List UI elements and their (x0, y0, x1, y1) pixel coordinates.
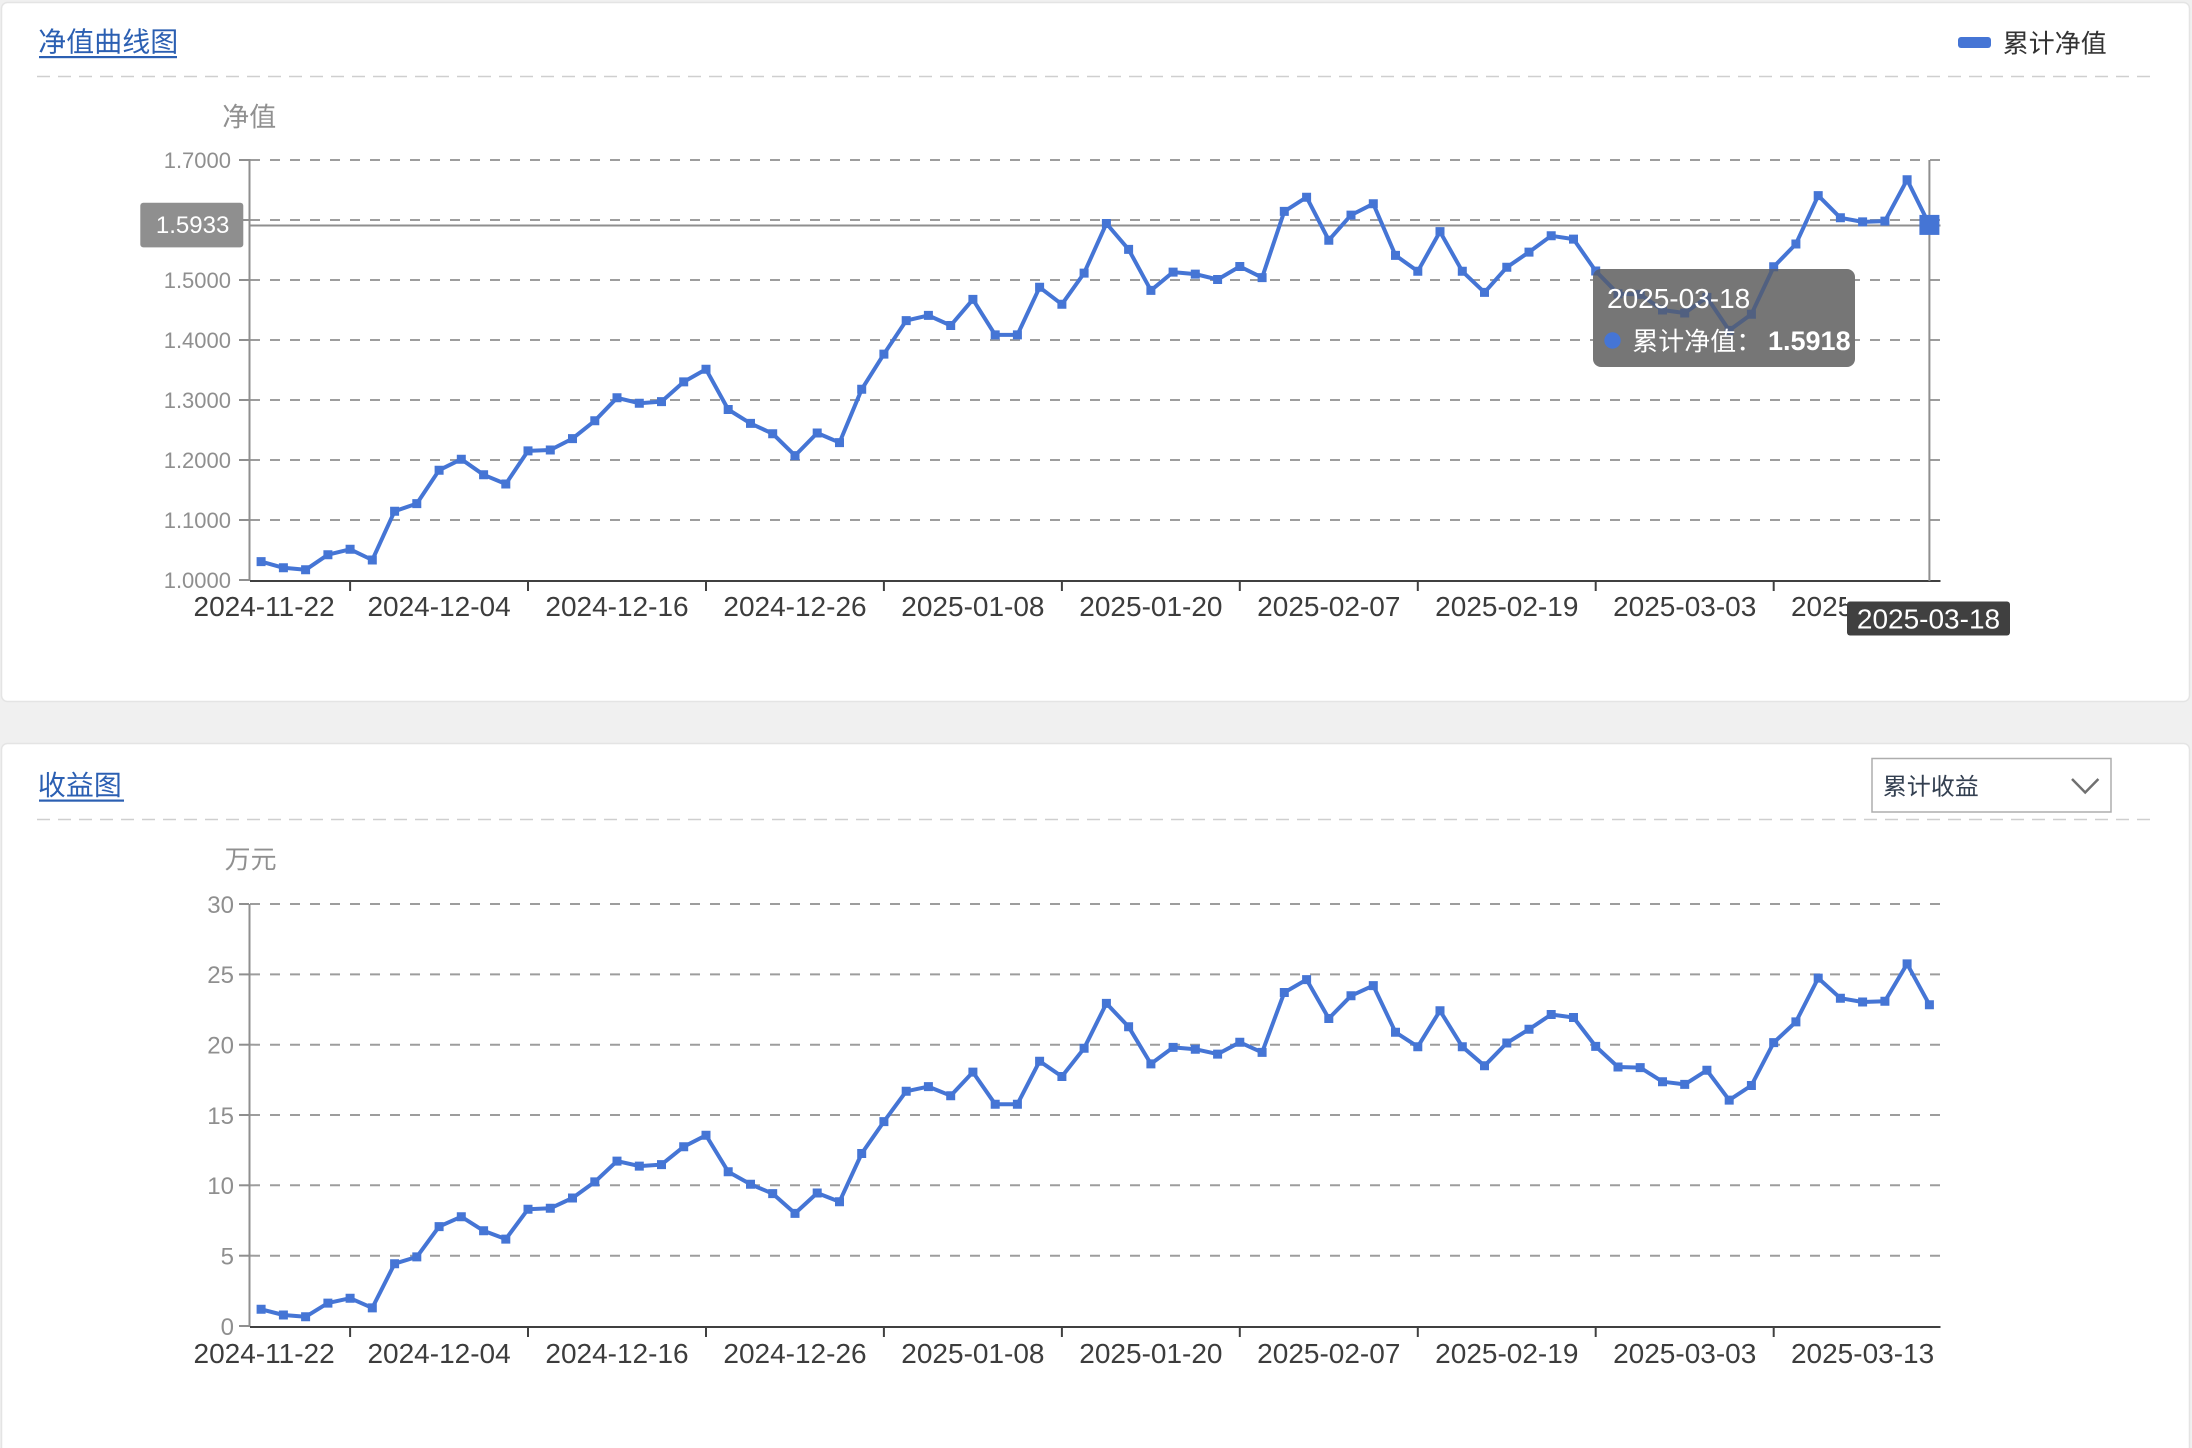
svg-text:1.4000: 1.4000 (164, 328, 231, 353)
svg-text:5: 5 (221, 1244, 234, 1271)
svg-text:2025-03-13: 2025-03-13 (1791, 1338, 1934, 1369)
svg-text:2024-11-22: 2024-11-22 (194, 1338, 335, 1369)
svg-text:2024-12-04: 2024-12-04 (367, 591, 510, 622)
svg-text:1.0000: 1.0000 (164, 568, 231, 593)
svg-text:2024-11-22: 2024-11-22 (194, 591, 335, 622)
svg-text:2025-02-07: 2025-02-07 (1257, 591, 1400, 622)
svg-text:1.1000: 1.1000 (164, 508, 231, 533)
svg-text:10: 10 (207, 1173, 234, 1200)
svg-text:25: 25 (207, 962, 234, 989)
svg-text:2025-03-18: 2025-03-18 (1607, 283, 1750, 314)
svg-text:2024-12-16: 2024-12-16 (545, 1338, 688, 1369)
svg-text:2024-12-26: 2024-12-26 (723, 1338, 866, 1369)
svg-text:2025-01-08: 2025-01-08 (901, 1338, 1044, 1369)
svg-text:2025-01-08: 2025-01-08 (901, 591, 1044, 622)
svg-text:2024-12-26: 2024-12-26 (723, 591, 866, 622)
svg-text:2024-12-16: 2024-12-16 (545, 591, 688, 622)
svg-text:2025-03-18: 2025-03-18 (1857, 604, 2000, 635)
svg-text:20: 20 (207, 1033, 234, 1060)
svg-text:1.7000: 1.7000 (164, 148, 231, 173)
svg-text:1.5933: 1.5933 (156, 212, 229, 239)
svg-text:30: 30 (207, 892, 234, 919)
svg-text:2025-02-07: 2025-02-07 (1257, 1338, 1400, 1369)
svg-text:2025-03-03: 2025-03-03 (1613, 1338, 1756, 1369)
svg-text:2025-01-20: 2025-01-20 (1079, 1338, 1222, 1369)
svg-text:1.5000: 1.5000 (164, 268, 231, 293)
svg-text:1.3000: 1.3000 (164, 388, 231, 413)
svg-text:2025-02-19: 2025-02-19 (1435, 1338, 1578, 1369)
svg-text:2025-01-20: 2025-01-20 (1079, 591, 1222, 622)
svg-text:15: 15 (207, 1103, 234, 1130)
svg-text:0: 0 (221, 1314, 234, 1341)
svg-text:2025-03-03: 2025-03-03 (1613, 591, 1756, 622)
svg-text:1.2000: 1.2000 (164, 448, 231, 473)
svg-text:1.5918: 1.5918 (1768, 326, 1851, 356)
svg-text:2024-12-04: 2024-12-04 (367, 1338, 510, 1369)
svg-text:2025-02-19: 2025-02-19 (1435, 591, 1578, 622)
